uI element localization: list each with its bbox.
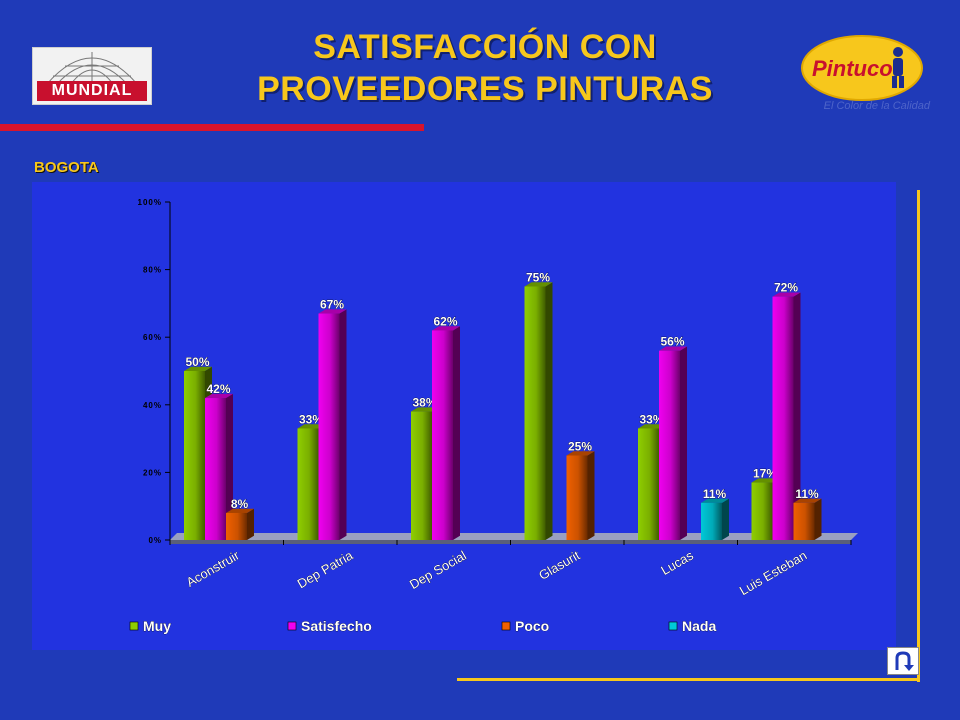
data-label: 11% xyxy=(703,487,727,501)
bar-muy xyxy=(297,428,319,540)
category-label: Aconstruir xyxy=(184,547,243,590)
bar-satisfecho xyxy=(205,398,226,540)
bar-top-muy xyxy=(524,282,553,287)
y-tick-label: 80% xyxy=(143,266,162,275)
bar-top-poco xyxy=(793,498,822,503)
y-tick-label: 40% xyxy=(143,401,162,410)
bar-top-nada xyxy=(701,498,729,503)
bar-top-satisfecho xyxy=(205,393,233,399)
bar-top-satisfecho xyxy=(659,346,687,351)
legend-swatch-poco xyxy=(501,621,511,631)
title-line-1: SATISFACCIÓN CON xyxy=(313,28,657,66)
legend-label-satisfecho: Satisfecho xyxy=(301,618,372,634)
category-label: Glasurit xyxy=(536,547,583,583)
painter-figure-icon xyxy=(892,47,904,88)
bar-side-poco xyxy=(814,498,822,540)
bar-muy xyxy=(184,371,205,540)
bar-satisfecho xyxy=(772,296,794,540)
pintuco-tagline: El Color de la Calidad xyxy=(823,100,930,112)
legend-label-muy: Muy xyxy=(143,618,171,634)
data-label: 11% xyxy=(795,487,819,501)
data-label: 33% xyxy=(639,412,663,426)
bar-poco xyxy=(793,502,815,540)
bar-muy xyxy=(524,286,546,540)
bar-muy xyxy=(638,428,659,540)
chart-panel: 0% 20% 40% 60% 80% 100% 50% 42% 8% Aconstruir 33% 6… xyxy=(32,182,896,650)
legend-label-poco: Poco xyxy=(515,618,549,634)
bar-muy xyxy=(411,411,432,540)
y-tick-label: 20% xyxy=(143,468,162,477)
bar-poco xyxy=(226,512,247,540)
legend-swatch-satisfecho xyxy=(287,621,297,631)
data-label: 62% xyxy=(433,314,457,328)
region-label: BOGOTA xyxy=(34,159,99,176)
bar-side-poco xyxy=(587,451,595,540)
bar-muy xyxy=(751,482,773,540)
data-label: 8% xyxy=(231,497,249,511)
category-label: Dep Patria xyxy=(295,547,356,591)
y-tick-label: 60% xyxy=(143,333,162,342)
back-button[interactable] xyxy=(887,647,919,675)
bar-side-muy xyxy=(545,282,553,540)
bar-top-muy xyxy=(184,366,212,371)
data-label: 33% xyxy=(299,412,323,426)
data-label: 67% xyxy=(320,298,344,312)
y-tick-label: 0% xyxy=(148,536,162,545)
u-turn-arrow-icon xyxy=(895,651,914,671)
category-label: Dep Social xyxy=(407,548,469,592)
bar-chart: 0% 20% 40% 60% 80% 100% 50% 42% 8% Aconstruir 33% 6… xyxy=(129,198,858,634)
data-label: 75% xyxy=(526,271,550,285)
mundial-logo: MUNDIAL xyxy=(32,47,152,105)
bar-side-satisfecho xyxy=(680,346,687,540)
bar-top-poco xyxy=(566,451,595,456)
red-divider xyxy=(0,124,424,131)
data-label: 42% xyxy=(206,382,230,396)
bar-top-satisfecho xyxy=(432,326,460,331)
bar-side-satisfecho xyxy=(339,309,347,540)
legend-swatch-muy xyxy=(129,621,139,631)
pintuco-logo: Pintuco xyxy=(801,35,923,101)
globe-icon xyxy=(46,52,138,85)
data-label: 17% xyxy=(753,467,777,481)
data-label: 38% xyxy=(412,396,436,410)
bar-satisfecho xyxy=(659,350,680,540)
mundial-wordmark: MUNDIAL xyxy=(37,81,147,101)
y-tick-label: 100% xyxy=(138,198,162,207)
data-label: 25% xyxy=(568,440,592,454)
bar-side-poco xyxy=(247,508,254,540)
bar-nada xyxy=(701,502,722,540)
bar-top-satisfecho xyxy=(318,309,347,314)
data-label: 56% xyxy=(660,335,684,349)
frame-horizontal-rule xyxy=(457,678,920,681)
legend-swatch-nada xyxy=(668,621,678,631)
bar-side-satisfecho xyxy=(453,326,460,540)
data-label: 50% xyxy=(185,355,209,369)
bar-side-satisfecho xyxy=(793,292,801,540)
bar-top-satisfecho xyxy=(772,292,801,297)
bar-top-poco xyxy=(226,508,254,513)
data-label: 72% xyxy=(774,281,798,295)
frame-vertical-rule xyxy=(917,190,920,682)
bar-poco xyxy=(566,455,588,540)
bar-side-nada xyxy=(722,498,729,540)
bar-side-satisfecho xyxy=(226,393,233,540)
bar-satisfecho xyxy=(318,313,340,540)
category-label: Lucas xyxy=(658,547,696,578)
pintuco-wordmark: Pintuco xyxy=(812,56,893,81)
slide-title: SATISFACCIÓN CON PROVEEDORES PINTURAS xyxy=(200,26,770,110)
legend-label-nada: Nada xyxy=(682,618,716,634)
category-label: Luis Esteban xyxy=(737,548,810,599)
bar-satisfecho xyxy=(432,330,453,540)
title-line-2: PROVEEDORES PINTURAS xyxy=(257,70,713,108)
